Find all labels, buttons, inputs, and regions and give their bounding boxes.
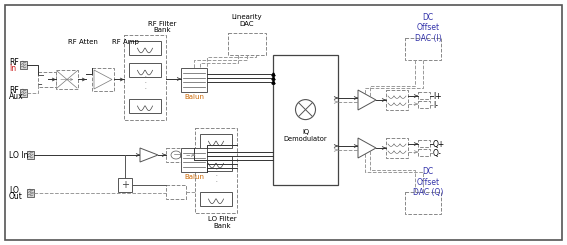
Bar (124, 35, 166, 120)
Bar (418, 140, 430, 147)
Bar (273, 55, 338, 185)
Polygon shape (94, 70, 112, 89)
Bar (129, 41, 162, 55)
Text: Aux: Aux (9, 91, 24, 100)
Bar (92, 68, 114, 91)
Text: RF Amp: RF Amp (112, 39, 138, 45)
Bar (386, 138, 408, 158)
Bar (181, 68, 207, 92)
Bar (195, 128, 237, 213)
Text: Linearity
DAC: Linearity DAC (232, 13, 263, 26)
Bar (27, 189, 34, 197)
Text: Balun: Balun (184, 174, 204, 180)
Text: Out: Out (9, 192, 23, 200)
Circle shape (295, 100, 315, 120)
Text: .
.
.: . . . (215, 166, 217, 183)
Bar (56, 70, 78, 89)
Text: +: + (358, 141, 362, 146)
Text: -: - (359, 102, 361, 107)
Bar (181, 148, 207, 172)
Polygon shape (358, 90, 376, 110)
Text: +: + (121, 180, 129, 190)
Bar (38, 72, 56, 87)
Bar (118, 178, 132, 192)
Bar (200, 156, 232, 171)
Bar (166, 185, 186, 199)
Bar (129, 63, 162, 77)
Text: .
.
.: . . . (144, 74, 146, 90)
Bar (418, 101, 430, 108)
Bar (200, 134, 232, 148)
Polygon shape (140, 148, 158, 162)
Bar (405, 192, 441, 214)
Bar (20, 89, 27, 97)
Bar (200, 192, 232, 206)
Text: +: + (358, 93, 362, 98)
Bar (20, 61, 27, 69)
Text: Q-: Q- (433, 148, 442, 158)
Text: I+: I+ (433, 91, 442, 100)
Text: RF Atten: RF Atten (68, 39, 98, 45)
Polygon shape (358, 138, 376, 158)
Bar (418, 92, 430, 99)
Text: RF: RF (9, 58, 19, 66)
Text: RF Filter
Bank: RF Filter Bank (148, 21, 176, 34)
Text: -: - (359, 150, 361, 155)
Text: IQ
Demodulator: IQ Demodulator (284, 129, 327, 142)
Text: In: In (9, 63, 16, 73)
Text: DC
Offset
DAC (Q): DC Offset DAC (Q) (413, 167, 443, 197)
Text: RF: RF (9, 86, 19, 95)
Bar (228, 33, 266, 55)
Bar (27, 151, 34, 159)
Text: LO: LO (9, 185, 19, 195)
Bar (129, 99, 162, 113)
Text: I-: I- (433, 100, 438, 110)
Text: Q+: Q+ (433, 139, 445, 148)
Text: Balun: Balun (184, 94, 204, 100)
Bar (405, 38, 441, 60)
Text: LO In: LO In (9, 150, 28, 159)
Bar (386, 90, 408, 110)
Bar (166, 148, 186, 162)
Text: DC
Offset
DAC (I): DC Offset DAC (I) (414, 13, 441, 43)
Bar (418, 149, 430, 156)
Text: LO Filter
Bank: LO Filter Bank (208, 216, 236, 229)
